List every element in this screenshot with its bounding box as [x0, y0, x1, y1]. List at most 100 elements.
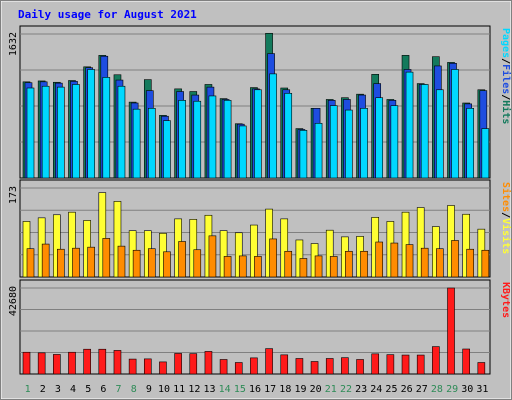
- bar-pages: [117, 85, 126, 179]
- bar-sites: [208, 235, 217, 278]
- bar-pages: [375, 97, 384, 179]
- bar-visits: [234, 232, 243, 278]
- bar-sites: [481, 249, 490, 278]
- bar-kbytes: [356, 359, 364, 375]
- legend: Sites/Visits: [500, 182, 512, 254]
- bar-kbytes: [432, 346, 440, 375]
- x-tick-label: 22: [340, 384, 352, 395]
- x-tick-label: 5: [85, 384, 91, 395]
- x-tick-label: 17: [264, 384, 276, 395]
- x-tick-label: 4: [70, 384, 76, 395]
- x-tick-label: 10: [158, 384, 170, 395]
- legend-entry: KBytes: [500, 282, 511, 318]
- bar-pages: [223, 100, 232, 179]
- bar-kbytes: [98, 348, 107, 375]
- bar-pages: [208, 95, 217, 179]
- bar-visits: [189, 219, 198, 278]
- bar-sites: [254, 256, 262, 278]
- bar-pages: [26, 87, 35, 179]
- x-tick-label: 13: [203, 384, 215, 395]
- x-tick-label: 7: [116, 384, 122, 395]
- legend-entry: Sites: [500, 182, 512, 212]
- x-tick-label: 23: [355, 384, 367, 395]
- panel-visits-sites: 173 Sites/Visits: [8, 179, 512, 278]
- bar-sites: [26, 248, 35, 278]
- bar-kbytes: [83, 348, 91, 375]
- bar-pages: [193, 100, 202, 179]
- legend-entry: Hits: [500, 100, 512, 124]
- bar-visits: [113, 201, 122, 278]
- bar-kbytes: [234, 362, 243, 375]
- chart-title: Daily usage for August 2021: [18, 8, 197, 21]
- bar-kbytes: [386, 354, 395, 375]
- bar-kbytes: [204, 351, 213, 375]
- bar-sites: [57, 248, 65, 278]
- bar-sites: [345, 250, 353, 278]
- x-tick-label: 14: [219, 384, 231, 395]
- bar-kbytes: [295, 358, 304, 375]
- x-tick-label: 19: [294, 384, 306, 395]
- x-tick-label: 2: [40, 384, 46, 395]
- bar-sites: [147, 248, 156, 278]
- x-tick-label: 24: [370, 384, 382, 395]
- legend-entry: Pages: [500, 28, 511, 58]
- bar-pages: [405, 71, 414, 179]
- x-tick-label: 20: [310, 384, 322, 395]
- x-tick-label: 1: [25, 384, 31, 395]
- bar-pages: [329, 105, 338, 179]
- bar-kbytes: [447, 287, 455, 375]
- bar-kbytes: [53, 354, 61, 375]
- x-axis-labels: 1 2 3 4 5 6 7 8 9 10 11 12 13 14 15 16 17 18 19 20 21 22 23 24 2…: [25, 384, 489, 395]
- bar-sites: [420, 247, 429, 278]
- x-tick-label: 6: [100, 384, 106, 395]
- bar-pages: [360, 107, 368, 179]
- bar-pages: [345, 109, 353, 179]
- bar-kbytes: [189, 353, 198, 375]
- bar-pages: [466, 107, 474, 179]
- bar-sites: [329, 256, 338, 278]
- legend-entry: Visits: [500, 218, 512, 254]
- bar-sites: [284, 250, 293, 278]
- bar-pages: [451, 69, 459, 179]
- x-tick-label: 25: [385, 384, 397, 395]
- bar-sites: [436, 248, 444, 278]
- bar-kbytes: [250, 357, 258, 375]
- legend-entry: /: [500, 94, 511, 100]
- bar-pages: [102, 77, 111, 179]
- bar-sites: [466, 248, 474, 278]
- x-tick-label: 15: [234, 384, 246, 395]
- bar-visits: [250, 224, 258, 278]
- x-tick-label: 30: [461, 384, 473, 395]
- legend-entry: /: [500, 212, 511, 218]
- bar-visits: [68, 211, 76, 278]
- legend: Pages/Files/Hits: [500, 28, 512, 124]
- bar-sites: [117, 245, 126, 278]
- bar-pages: [178, 100, 186, 179]
- x-tick-label: 16: [249, 384, 261, 395]
- bar-kbytes: [143, 358, 152, 375]
- bar-pages: [481, 128, 490, 179]
- bar-kbytes: [280, 354, 289, 375]
- bar-sites: [132, 249, 141, 278]
- bar-pages: [269, 73, 277, 179]
- bar-sites: [314, 255, 323, 278]
- bar-pages: [41, 85, 50, 179]
- bar-sites: [178, 241, 186, 278]
- bar-kbytes: [416, 354, 425, 375]
- x-tick-label: 27: [416, 384, 428, 395]
- bar-pages: [238, 125, 247, 179]
- x-tick-label: 11: [173, 384, 185, 395]
- bar-pages: [132, 108, 141, 179]
- bar-visits: [280, 218, 289, 278]
- bar-sites: [451, 240, 459, 278]
- bar-visits: [53, 214, 61, 278]
- bar-pages: [163, 120, 171, 179]
- bar-sites: [405, 244, 414, 278]
- bar-pages: [284, 92, 293, 179]
- legend-entry: /: [500, 58, 511, 64]
- bar-pages: [72, 84, 80, 179]
- legend: KBytes: [500, 282, 511, 318]
- bar-pages: [254, 89, 262, 179]
- bar-visits: [325, 229, 334, 278]
